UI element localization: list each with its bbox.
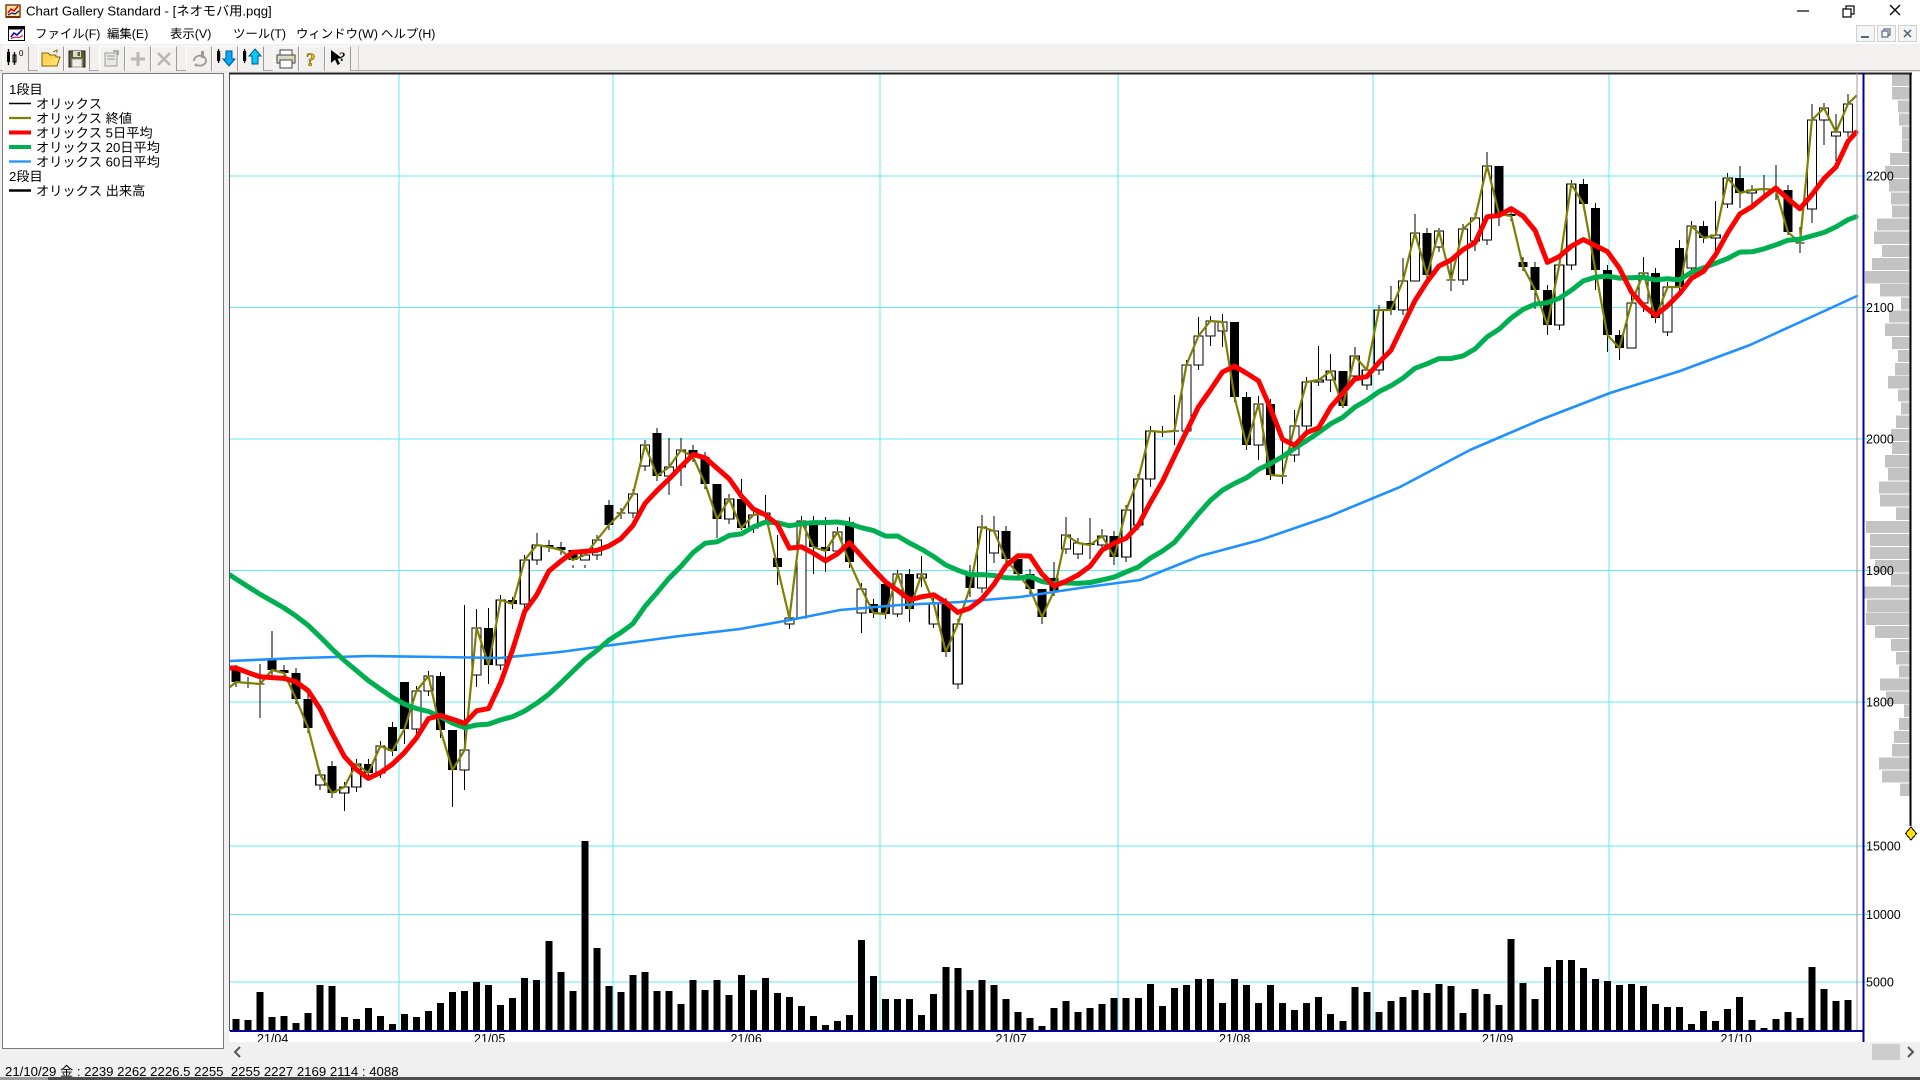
svg-text:.pqg]: .pqg] bbox=[242, 4, 271, 19]
svg-text:2: 2 bbox=[9, 169, 16, 184]
svg-text:(W): (W) bbox=[358, 27, 378, 41]
svg-text:5: 5 bbox=[102, 126, 113, 141]
svg-text:(F): (F) bbox=[85, 27, 101, 41]
svg-text:1800: 1800 bbox=[1866, 696, 1894, 710]
svg-text:2000: 2000 bbox=[1866, 433, 1894, 447]
svg-text:20: 20 bbox=[102, 140, 120, 155]
svg-text:0: 0 bbox=[19, 49, 24, 58]
svg-text:5000: 5000 bbox=[1866, 976, 1894, 990]
svg-text:10000: 10000 bbox=[1866, 908, 1901, 922]
svg-text:60: 60 bbox=[102, 155, 120, 170]
svg-text:(V): (V) bbox=[195, 27, 212, 41]
svg-text:2100: 2100 bbox=[1866, 301, 1894, 315]
svg-text:?: ? bbox=[306, 50, 316, 71]
svg-text:?: ? bbox=[339, 49, 346, 64]
svg-text:21/10/29: 21/10/29 bbox=[5, 1064, 60, 1079]
svg-text:(T): (T) bbox=[270, 27, 286, 41]
svg-text:Chart Gallery Standard - [: Chart Gallery Standard - [ bbox=[26, 4, 177, 19]
svg-text:: 2239 2262 2226.5 2255 2255: : 2239 2262 2226.5 2255 2255 2227 2169 2… bbox=[73, 1064, 398, 1079]
svg-text:(E): (E) bbox=[132, 27, 149, 41]
svg-text:1: 1 bbox=[9, 82, 16, 97]
svg-text:2200: 2200 bbox=[1866, 170, 1894, 184]
svg-text:(H): (H) bbox=[418, 27, 435, 41]
svg-text:15000: 15000 bbox=[1866, 840, 1901, 854]
svg-text:1900: 1900 bbox=[1866, 564, 1894, 578]
